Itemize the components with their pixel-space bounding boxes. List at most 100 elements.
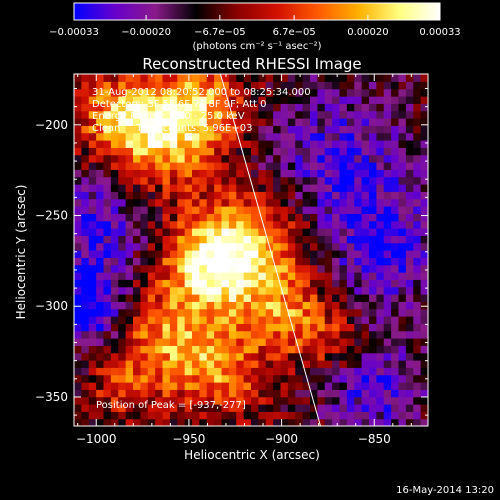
heatmap-cell — [133, 279, 141, 288]
heatmap-cell — [169, 235, 178, 244]
heatmap-cell — [236, 103, 245, 112]
heatmap-cell — [81, 382, 90, 390]
heatmap-cell — [110, 169, 119, 178]
heatmap-cell — [110, 242, 119, 251]
heatmap-cell — [273, 367, 282, 376]
heatmap-cell — [147, 294, 156, 302]
heatmap-cell — [405, 250, 414, 258]
heatmap-cell — [273, 264, 282, 273]
heatmap-cell — [214, 418, 223, 426]
heatmap-cell — [405, 206, 414, 214]
heatmap-cell — [199, 316, 208, 324]
heatmap-cell — [273, 330, 282, 339]
heatmap-cell — [339, 345, 348, 354]
heatmap-cell — [332, 411, 341, 420]
heatmap-cell — [228, 367, 237, 376]
heatmap-cell — [221, 74, 230, 82]
heatmap-cell — [206, 374, 215, 383]
heatmap-cell — [169, 118, 178, 126]
heatmap-cell — [81, 206, 90, 214]
heatmap-cell — [243, 396, 252, 405]
heatmap-cell — [258, 132, 267, 141]
heatmap-cell — [103, 74, 112, 82]
heatmap-cell — [221, 360, 230, 368]
heatmap-cell — [206, 257, 215, 266]
heatmap-cell — [214, 272, 223, 280]
heatmap-cell — [265, 272, 274, 280]
heatmap-cell — [324, 360, 333, 368]
heatmap-cell — [251, 169, 259, 178]
y-tick-label: −200 — [35, 118, 68, 132]
heatmap-cell — [258, 272, 267, 280]
heatmap-cell — [103, 103, 112, 112]
heatmap-cell — [383, 118, 392, 126]
heatmap-cell — [376, 220, 385, 229]
heatmap-cell — [192, 286, 200, 295]
heatmap-cell — [339, 191, 348, 200]
heatmap-cell — [96, 316, 105, 324]
heatmap-cell — [192, 140, 200, 148]
heatmap-cell — [346, 418, 355, 426]
heatmap-cell — [118, 352, 127, 361]
heatmap-cell — [405, 272, 414, 280]
heatmap-cell — [383, 345, 392, 354]
heatmap-cell — [295, 110, 304, 119]
heatmap-cell — [280, 360, 289, 368]
heatmap-cell — [125, 418, 134, 426]
heatmap-cell — [258, 301, 267, 310]
heatmap-cell — [243, 367, 252, 376]
heatmap-cell — [140, 81, 149, 90]
heatmap-cell — [118, 81, 127, 90]
heatmap-cell — [258, 118, 267, 126]
heatmap-cell — [420, 374, 428, 383]
heatmap-cell — [295, 316, 304, 324]
heatmap-cell — [310, 374, 318, 383]
heatmap-cell — [125, 257, 134, 266]
heatmap-cell — [295, 81, 304, 90]
heatmap-cell — [81, 396, 90, 405]
heatmap-cell — [420, 352, 428, 361]
heatmap-cell — [265, 411, 274, 420]
heatmap-cell — [125, 235, 134, 244]
heatmap-cell — [346, 345, 355, 354]
heatmap-cell — [376, 184, 385, 192]
heatmap-cell — [155, 235, 164, 244]
heatmap-cell — [376, 301, 385, 310]
heatmap-cell — [243, 352, 252, 361]
heatmap-cell — [405, 360, 414, 368]
heatmap-cell — [302, 118, 311, 126]
heatmap-cell — [155, 198, 164, 207]
heatmap-cell — [251, 235, 259, 244]
heatmap-cell — [133, 118, 141, 126]
heatmap-cell — [192, 132, 200, 141]
heatmap-cell — [199, 96, 208, 104]
heatmap-cell — [221, 213, 230, 222]
heatmap-cell — [391, 382, 400, 390]
heatmap-cell — [133, 235, 141, 244]
heatmap-cell — [310, 272, 318, 280]
heatmap-cell — [258, 220, 267, 229]
heatmap-cell — [324, 338, 333, 346]
heatmap-cell — [206, 147, 215, 156]
heatmap-cell — [354, 147, 363, 156]
heatmap-cell — [383, 88, 392, 97]
heatmap-cell — [199, 330, 208, 339]
heatmap-cell — [155, 206, 164, 214]
heatmap-cell — [339, 279, 348, 288]
heatmap-cell — [81, 110, 90, 119]
heatmap-cell — [110, 140, 119, 148]
heatmap-cell — [81, 176, 90, 185]
heatmap-cell — [103, 352, 112, 361]
heatmap-cell — [317, 88, 326, 97]
heatmap-cell — [192, 184, 200, 192]
heatmap-cell — [74, 162, 82, 170]
heatmap-cell — [339, 235, 348, 244]
heatmap-cell — [405, 125, 414, 134]
heatmap-cell — [369, 330, 377, 339]
heatmap-cell — [346, 235, 355, 244]
heatmap-cell — [103, 382, 112, 390]
heatmap-cell — [140, 140, 149, 148]
heatmap-cell — [140, 191, 149, 200]
heatmap-cell — [251, 404, 259, 412]
heatmap-cell — [287, 286, 296, 295]
